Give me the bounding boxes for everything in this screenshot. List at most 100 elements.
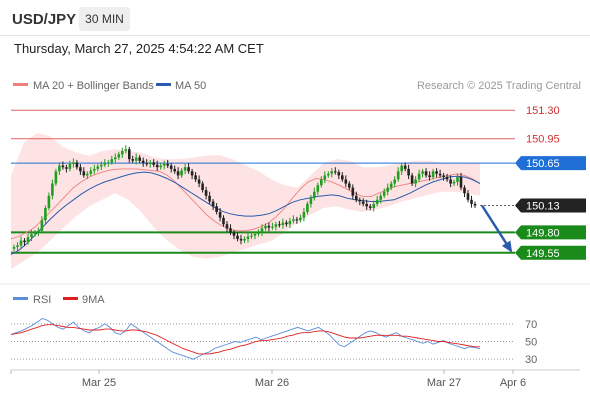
candle-body [393,179,396,184]
candle-body [421,171,424,174]
projection-arrow-head [501,240,513,253]
candle-body [33,232,37,234]
ma50-line [10,171,481,255]
candle-body [155,164,159,168]
rsi-legend: RSI 9MA [13,294,105,306]
candle-body [68,164,72,169]
candle-body [166,164,169,166]
candle-body [257,232,260,234]
candle-body [243,238,246,241]
x-tick-label: Mar 25 [82,377,116,389]
rsi-tick-label: 50 [525,337,537,349]
candle-body [435,171,438,174]
bollinger-fill [11,133,480,270]
candle-body [396,171,400,180]
candle-body [148,162,152,164]
candle-body [183,167,187,171]
candle-body [271,226,274,228]
candle-body [351,187,355,196]
candle-body [442,175,445,177]
candle-body [152,162,155,165]
candle-body [428,175,431,177]
candle-body [124,149,128,151]
price-tag-support [515,245,586,260]
candle-body [61,165,65,168]
candle-body [285,222,288,225]
candle-body [30,234,33,238]
projection-arrow [480,204,513,253]
rsi-legend-label: RSI [33,294,51,306]
candle-body [288,221,292,225]
candle-body [292,219,295,221]
bollinger-band [11,133,480,270]
candle-body [281,222,285,225]
candle-body [400,165,403,172]
candle-body [316,185,320,192]
candle-body [218,212,222,218]
price-levels [11,109,515,254]
candle-body [239,238,243,241]
candle-body [278,224,281,226]
candle-body [89,170,93,174]
candle-body [82,171,86,176]
candle-body [204,190,208,196]
rsi-tick-label: 30 [525,354,537,366]
research-credit: Research © 2025 Trading Central [417,80,581,92]
rsi-9ma-line [10,324,480,355]
candle-body [117,154,121,158]
candle-body [65,167,68,169]
9ma-legend-swatch [63,297,78,300]
candle-body [246,236,250,239]
candle-body [51,183,54,196]
candle-body [299,217,302,221]
candle-body [75,162,79,168]
candle-body [162,164,166,166]
candle-body [225,224,229,229]
candle-body [456,177,459,182]
candle-body [194,175,197,180]
candle-body [114,157,117,160]
candle-body [26,237,30,243]
candle-body [260,228,264,233]
ma50-legend-swatch [156,83,171,86]
candle-body [267,225,271,228]
candle-body [264,225,267,229]
price-tag-label: 149.55 [526,248,560,260]
candle-body [180,170,183,176]
price-tag-pivot [515,156,586,171]
candle-body [58,165,61,172]
candle-body [208,195,211,202]
candle-body [463,187,466,194]
candle-body [131,159,134,161]
candlesticks [12,145,477,252]
candle-body [107,162,110,164]
candle-body [365,203,368,207]
price-tag-label: 150.13 [526,201,560,213]
candle-body [309,198,313,204]
price-tag-label: 149.80 [526,227,560,239]
timeframe-button[interactable]: 30 MIN [79,7,130,31]
candle-body [72,162,75,164]
candle-body [386,187,389,192]
candle-body [410,175,414,184]
candle-body [295,219,299,221]
candle-body [361,201,365,204]
candle-body [358,199,361,202]
candle-body [229,228,232,233]
9ma-legend-label: 9MA [82,294,105,306]
candle-body [466,193,470,200]
candle-body [232,232,236,236]
rsi-legend-swatch [13,297,28,300]
candle-body [403,165,407,169]
x-tick-label: Apr 6 [500,377,526,389]
price-tag-label: 150.95 [526,134,560,146]
candle-body [211,201,215,207]
candle-body [330,171,334,174]
candle-body [414,179,417,184]
candle-body [222,217,225,225]
candle-body [236,235,239,239]
rsi-tick-label: 70 [525,319,537,331]
candle-body [355,195,358,200]
candle-body [313,191,316,199]
